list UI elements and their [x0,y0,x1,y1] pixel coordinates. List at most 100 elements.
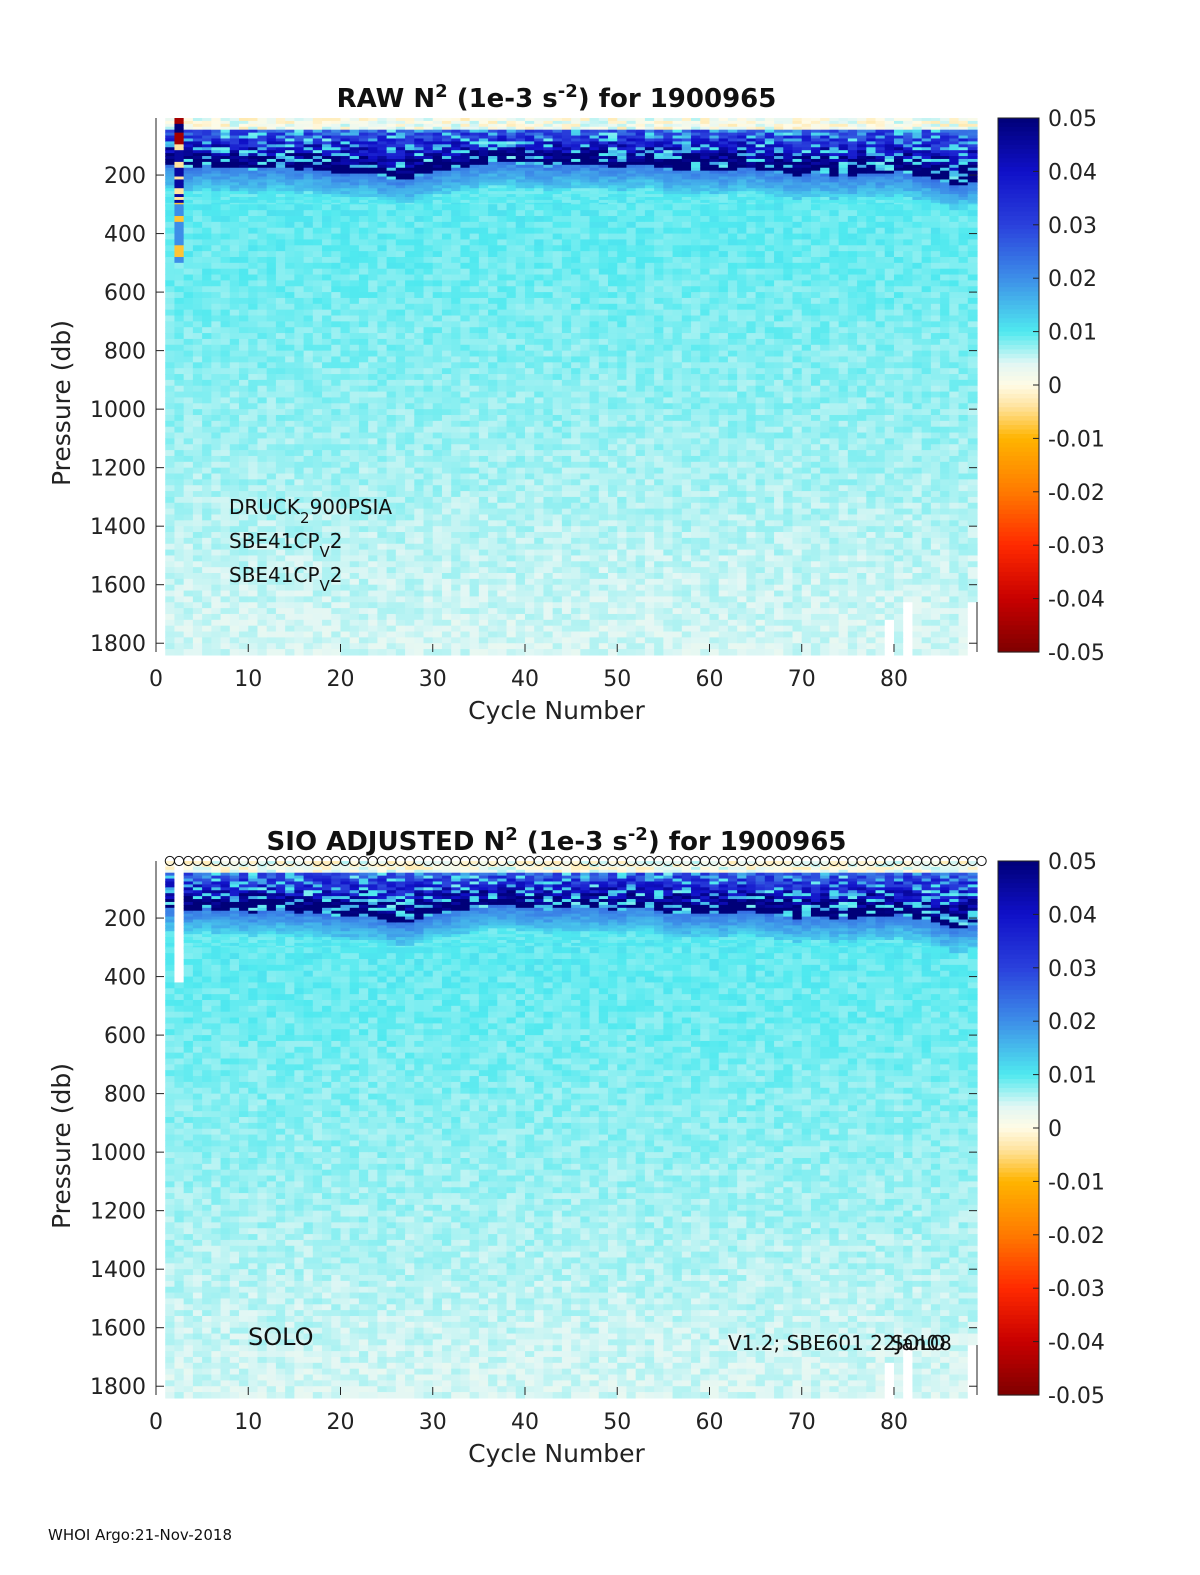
heatmap-cell [460,625,471,633]
heatmap-cell [192,204,203,211]
heatmap-cell [524,167,535,172]
heatmap-cell [580,485,591,492]
heatmap-cell [322,239,332,246]
heatmap-cell [275,502,286,510]
heatmap-cell [395,543,406,551]
heatmap-cell [460,210,471,217]
heatmap-cell [331,204,342,211]
heatmap-cell [515,147,526,151]
heatmap-cell [322,144,332,148]
heatmap-cell [331,403,342,410]
heatmap-cell [275,444,286,451]
heatmap-cell [266,123,277,128]
heatmap-cell [441,637,452,644]
heatmap-cell [248,199,259,204]
heatmap-cell [248,153,259,157]
heatmap-cell [414,333,425,340]
heatmap-cell [322,420,332,428]
heatmap-cell [534,147,545,151]
heatmap-cell [368,455,378,463]
heatmap-cell [460,309,471,317]
heatmap-cell [211,333,222,340]
heatmap-cell [534,432,545,439]
heatmap-cell [405,167,415,172]
heatmap-cell [220,199,231,204]
heatmap-cell [340,216,351,223]
heatmap-cell [192,344,203,352]
heatmap-cell [275,385,286,393]
heatmap-cell [192,262,203,270]
heatmap-cell [488,233,498,241]
heatmap-cell [432,496,443,504]
heatmap-cell [248,185,259,189]
heatmap-cell [331,374,342,381]
heatmap-cell [488,444,498,451]
heatmap-cell [174,280,185,287]
heatmap-cell [377,126,388,131]
heatmap-cell [405,391,415,399]
heatmap-cell [395,158,406,163]
heatmap-cell [192,432,203,439]
heatmap-cell [368,473,378,480]
heatmap-cell [266,350,277,358]
heatmap-cell [395,118,406,122]
heatmap-cell [423,485,434,492]
heatmap-cell [580,403,591,410]
heatmap-cell [386,596,397,603]
heatmap-cell [552,613,563,621]
heatmap-cell [192,362,203,369]
heatmap-cell [229,262,240,270]
heatmap-cell [248,561,259,568]
heatmap-cell [441,216,452,223]
heatmap-cell [220,409,231,416]
heatmap-cell [202,158,212,163]
heatmap-cell [165,182,176,186]
heatmap-cell [451,170,462,175]
heatmap-cell [552,141,563,145]
heatmap-cell [294,385,305,393]
heatmap-cell [561,321,572,328]
heatmap-cell [469,141,480,145]
heatmap-cell [275,374,286,381]
heatmap-cell [423,185,434,189]
heatmap-cell [266,176,277,181]
heatmap-cell [589,144,600,148]
heatmap-cell [275,619,286,627]
heatmap-cell [571,573,581,580]
heatmap-cell [469,409,480,416]
heatmap-cell [229,274,240,281]
heatmap-cell [515,197,526,201]
heatmap-cell [257,239,268,246]
heatmap-cell [349,537,360,545]
heatmap-cell [478,188,489,192]
heatmap-cell [349,414,360,422]
heatmap-cell [386,309,397,317]
heatmap-cell [266,374,277,381]
heatmap-cell [451,315,462,322]
heatmap-cell [211,239,222,246]
heatmap-cell [331,496,342,504]
heatmap-cell [312,590,323,597]
heatmap-cell [303,573,314,580]
heatmap-cell [580,333,591,340]
heatmap-cell [257,649,268,656]
heatmap-cell [488,118,498,122]
heatmap-cell [285,455,295,463]
heatmap-cell [322,158,332,163]
heatmap-cell [229,496,240,504]
heatmap-cell [377,526,388,533]
heatmap-cell [534,409,545,416]
heatmap-cell [515,179,526,183]
heatmap-cell [285,309,295,317]
heatmap-cell [534,596,545,603]
heatmap-cell [515,514,526,521]
heatmap-cell [571,467,581,475]
heatmap-cell [174,625,185,633]
heatmap-cell [312,327,323,334]
heatmap-cell [524,385,535,393]
heatmap-cell [543,129,554,134]
heatmap-cell [183,170,194,175]
heatmap-cell [266,303,277,311]
heatmap-cell [451,179,462,183]
heatmap-cell [368,173,378,178]
